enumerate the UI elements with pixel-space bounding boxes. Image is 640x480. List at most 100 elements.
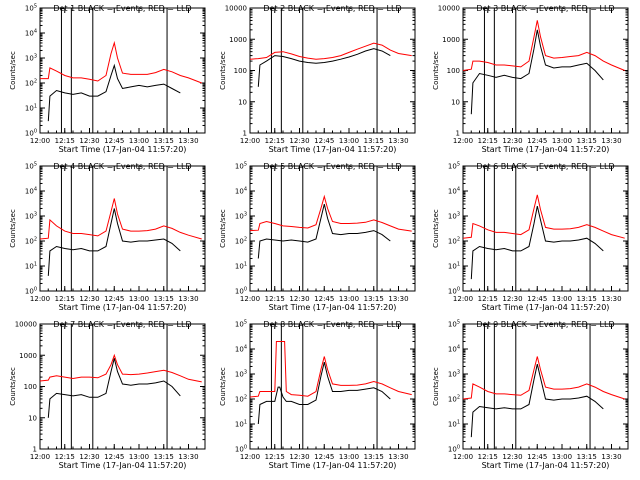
panel-7: Det 7 BLACK = Events, RED = LLD 1 10 100 100… xyxy=(9,320,206,470)
x-tick-label: 12:45 xyxy=(104,295,124,303)
x-axis-label: Start Time (17-Jan-04 11:57:20) xyxy=(269,303,397,312)
x-tick-label: 12:00 xyxy=(30,137,50,145)
x-tick-label: 12:30 xyxy=(502,295,522,303)
x-tick-label: 12:00 xyxy=(453,295,473,303)
x-tick-label: 13:30 xyxy=(178,295,198,303)
x-tick-label: 13:15 xyxy=(154,453,174,461)
x-tick-label: 12:45 xyxy=(314,453,334,461)
y-tick-label: 103 xyxy=(25,212,37,221)
y-tick-label: 100 xyxy=(234,67,247,75)
panel-title: Det 4 BLACK = Events, RED = LLD xyxy=(53,162,191,171)
y-axis-label: Counts/sec xyxy=(432,51,440,90)
y-tick-label: 100 xyxy=(448,445,460,454)
x-tick-label: 12:45 xyxy=(527,137,547,145)
y-tick-label: 100 xyxy=(25,129,37,138)
x-tick-label: 12:00 xyxy=(30,295,50,303)
series-line-events xyxy=(47,208,181,276)
x-tick-label: 12:30 xyxy=(289,137,309,145)
x-tick-label: 13:00 xyxy=(552,295,572,303)
series-line-events xyxy=(470,29,604,115)
x-tick-label: 13:15 xyxy=(154,137,174,145)
x-axis-label: Start Time (17-Jan-04 11:57:20) xyxy=(269,145,397,154)
panel-5: Det 5 BLACK = Events, RED = LLD 100 101 102… xyxy=(219,162,416,312)
x-tick-label: 13:15 xyxy=(364,295,384,303)
plot-frame xyxy=(462,165,629,292)
x-tick-label: 12:00 xyxy=(240,137,260,145)
y-axis-label: Counts/sec xyxy=(9,367,17,406)
y-tick-label: 104 xyxy=(25,187,37,196)
y-tick-label: 104 xyxy=(25,29,37,38)
y-axis-label: Counts/sec xyxy=(219,367,227,406)
panel-title: Det 3 BLACK = Events, RED = LLD xyxy=(476,4,614,13)
y-tick-label: 102 xyxy=(25,237,37,246)
x-tick-label: 12:15 xyxy=(478,453,498,461)
x-tick-label: 13:15 xyxy=(577,295,597,303)
y-tick-label: 104 xyxy=(235,345,247,354)
panel-1: Det 1 BLACK = Events, RED = LLD 100 101 102… xyxy=(9,4,206,154)
series-line-lld xyxy=(462,20,625,71)
x-tick-label: 12:00 xyxy=(453,453,473,461)
y-tick-label: 102 xyxy=(235,237,247,246)
y-axis-label: Counts/sec xyxy=(9,51,17,90)
y-tick-label: 104 xyxy=(235,187,247,196)
x-tick-label: 12:45 xyxy=(314,295,334,303)
x-tick-label: 13:15 xyxy=(364,137,384,145)
x-tick-label: 12:30 xyxy=(79,453,99,461)
x-tick-label: 13:30 xyxy=(388,295,408,303)
y-tick-label: 104 xyxy=(448,187,460,196)
x-tick-label: 12:00 xyxy=(240,453,260,461)
x-axis-label: Start Time (17-Jan-04 11:57:20) xyxy=(482,145,610,154)
panel-8: Det 8 BLACK = Events, RED = LLD 100 101 102… xyxy=(219,320,416,470)
x-axis-label: Start Time (17-Jan-04 11:57:20) xyxy=(482,303,610,312)
plot-frame xyxy=(39,7,206,134)
y-tick-label: 1 xyxy=(456,130,460,138)
x-tick-label: 12:30 xyxy=(79,295,99,303)
x-tick-label: 13:30 xyxy=(388,137,408,145)
y-axis-label: Counts/sec xyxy=(432,367,440,406)
x-tick-label: 13:30 xyxy=(388,453,408,461)
x-tick-label: 13:30 xyxy=(178,453,198,461)
x-tick-label: 12:15 xyxy=(478,137,498,145)
series-line-lld xyxy=(249,194,412,232)
x-tick-label: 13:00 xyxy=(552,137,572,145)
series-line-events xyxy=(257,361,391,425)
y-axis-label: Counts/sec xyxy=(219,51,227,90)
panel-title: Det 1 BLACK = Events, RED = LLD xyxy=(53,4,191,13)
y-axis-label: Counts/sec xyxy=(432,209,440,248)
x-tick-label: 13:30 xyxy=(178,137,198,145)
panel-title: Det 7 BLACK = Events, RED = LLD xyxy=(53,320,191,329)
y-tick-label: 105 xyxy=(25,4,37,13)
x-tick-label: 13:15 xyxy=(577,453,597,461)
y-tick-label: 10000 xyxy=(225,5,247,13)
y-tick-label: 10 xyxy=(451,98,460,106)
y-tick-label: 102 xyxy=(448,395,460,404)
series-line-events xyxy=(470,363,604,438)
y-tick-label: 1000 xyxy=(442,36,460,44)
panel-title: Det 2 BLACK = Events, RED = LLD xyxy=(263,4,401,13)
x-tick-label: 13:00 xyxy=(129,453,149,461)
x-tick-label: 12:30 xyxy=(79,137,99,145)
y-tick-label: 102 xyxy=(235,395,247,404)
x-tick-label: 13:00 xyxy=(129,295,149,303)
panel-2: Det 2 BLACK = Events, RED = LLD 1 10 100 100… xyxy=(219,4,416,154)
x-tick-label: 13:15 xyxy=(154,295,174,303)
x-tick-label: 13:00 xyxy=(552,453,572,461)
y-tick-label: 105 xyxy=(235,162,247,171)
panel-title: Det 9 BLACK = Events, RED = LLD xyxy=(476,320,614,329)
y-tick-label: 103 xyxy=(448,370,460,379)
series-line-events xyxy=(47,63,181,122)
panel-3: Det 3 BLACK = Events, RED = LLD 1 10 100 100… xyxy=(432,4,629,154)
y-tick-label: 101 xyxy=(235,420,247,429)
y-tick-label: 102 xyxy=(448,237,460,246)
series-line-events xyxy=(257,48,391,87)
x-axis-label: Start Time (17-Jan-04 11:57:20) xyxy=(59,145,187,154)
x-tick-label: 12:30 xyxy=(289,453,309,461)
y-tick-label: 103 xyxy=(448,212,460,221)
x-tick-label: 12:15 xyxy=(265,137,285,145)
panel-title: Det 5 BLACK = Events, RED = LLD xyxy=(263,162,401,171)
series-line-lld xyxy=(249,42,412,60)
x-tick-label: 12:30 xyxy=(289,295,309,303)
y-tick-label: 1000 xyxy=(229,36,247,44)
x-tick-label: 13:00 xyxy=(339,295,359,303)
x-tick-label: 12:15 xyxy=(55,295,75,303)
